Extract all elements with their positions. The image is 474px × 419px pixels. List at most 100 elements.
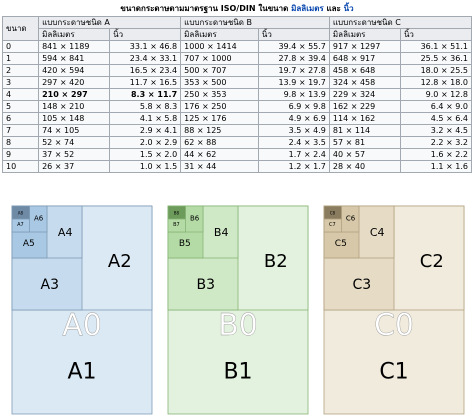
cell-a-mm: 594 × 841: [38, 52, 111, 65]
table-header-row: ขนาด แบบกระดาษชนิด A แบบกระดาษชนิด B แบบ…: [1, 16, 473, 41]
cell-a-in: 8.3 × 11.7: [109, 88, 182, 101]
label-c6: C6: [346, 214, 356, 222]
cell-b-mm: 250 × 353: [180, 88, 259, 101]
cell-size-number: 8: [1, 136, 40, 149]
cell-c-mm: 81 × 114: [328, 124, 401, 137]
cell-size-number: 4: [1, 88, 40, 101]
paper-size-diagrams: A0 A1 A2 A3 A4 A5 A6 A7 A8 B0 B1 B2 B3 B4 B5 B6 B7 B8 C0…: [0, 196, 474, 419]
cell-b-mm: 62 × 88: [180, 136, 259, 149]
cell-b-mm: 88 × 125: [180, 124, 259, 137]
cell-c-in: 1.1 × 1.6: [399, 160, 473, 173]
cell-size-number: 6: [1, 112, 40, 125]
table-row: 1 594 × 841 23.4 × 33.1 707 × 1000 27.8 × 39…: [1, 52, 473, 65]
cell-b-in: 4.9 × 6.9: [257, 112, 330, 125]
cell-c-mm: 229 × 324: [328, 88, 401, 101]
diagram-c-series: C0 C1 C2 C3 C4 C5 C6 C7 C8: [320, 200, 468, 418]
cell-b-mm: 353 × 500: [180, 76, 259, 89]
cell-b-mm: 707 × 1000: [180, 52, 259, 65]
label-a8: A8: [18, 210, 24, 215]
header-series-b: แบบกระดาษชนิด B: [180, 16, 330, 29]
label-c5: C5: [335, 239, 347, 249]
cell-a-mm: 420 × 594: [38, 64, 111, 77]
cell-a-in: 11.7 × 16.5: [109, 76, 182, 89]
label-b8: B8: [174, 210, 180, 215]
cell-b-in: 1.7 × 2.4: [257, 148, 330, 161]
label-a0: A0: [62, 308, 102, 343]
label-b7: B7: [173, 222, 180, 228]
cell-c-mm: 458 × 648: [328, 64, 401, 77]
cell-size-number: 1: [1, 52, 40, 65]
label-c7: C7: [329, 222, 336, 228]
cell-a-mm: 297 × 420: [38, 76, 111, 89]
cell-c-mm: 162 × 229: [328, 100, 401, 113]
paper-size-table: ขนาด แบบกระดาษชนิด A แบบกระดาษชนิด B แบบ…: [1, 16, 473, 173]
cell-b-in: 1.2 × 1.7: [257, 160, 330, 173]
cell-c-in: 25.5 × 36.1: [399, 52, 473, 65]
sheet-a8: [11, 205, 30, 220]
cell-a-mm: 26 × 37: [38, 160, 111, 173]
table-row: 8 52 × 74 2.0 × 2.9 62 × 88 2.4 × 3.5 57 × 81…: [1, 136, 473, 149]
label-a1: A1: [67, 359, 96, 384]
cell-size-number: 2: [1, 64, 40, 77]
cell-a-in: 33.1 × 46.8: [109, 40, 182, 53]
cell-a-mm: 841 × 1189: [38, 40, 111, 53]
label-c0: C0: [374, 308, 414, 343]
cell-b-mm: 500 × 707: [180, 64, 259, 77]
cell-c-in: 12.8 × 18.0: [399, 76, 473, 89]
header-b-mm: มิลลิเมตร: [180, 28, 259, 41]
table-row: 6 105 × 148 4.1 × 5.8 125 × 176 4.9 × 6.9 114…: [1, 112, 473, 125]
cell-size-number: 0: [1, 40, 40, 53]
label-b5: B5: [179, 239, 191, 249]
cell-a-mm: 52 × 74: [38, 136, 111, 149]
table-caption: ขนาดกระดาษตามมาตรฐาน ISO/DIN ในขนาด มิลล…: [0, 4, 474, 14]
label-b0: B0: [218, 308, 258, 343]
diagram-a-series: A0 A1 A2 A3 A4 A5 A6 A7 A8: [8, 200, 156, 418]
label-c4: C4: [370, 226, 385, 239]
cell-c-in: 6.4 × 9.0: [399, 100, 473, 113]
cell-c-mm: 917 × 1297: [328, 40, 401, 53]
cell-c-mm: 28 × 40: [328, 160, 401, 173]
cell-a-in: 1.0 × 1.5: [109, 160, 182, 173]
cell-b-in: 13.9 × 19.7: [257, 76, 330, 89]
cell-c-mm: 40 × 57: [328, 148, 401, 161]
cell-c-mm: 114 × 162: [328, 112, 401, 125]
cell-b-mm: 125 × 176: [180, 112, 259, 125]
label-c3: C3: [352, 277, 371, 293]
cell-b-in: 39.4 × 55.7: [257, 40, 330, 53]
sheet-c8: [323, 205, 342, 220]
cell-a-in: 16.5 × 23.4: [109, 64, 182, 77]
header-b-in: นิ้ว: [257, 28, 330, 41]
caption-link-mm[interactable]: มิลลิเมตร: [291, 4, 324, 13]
cell-b-in: 6.9 × 9.8: [257, 100, 330, 113]
caption-link-inch[interactable]: นิ้ว: [343, 4, 354, 13]
cell-a-mm: 148 × 210: [38, 100, 111, 113]
table-subheader-row: มิลลิเมตร นิ้ว มิลลิเมตร นิ้ว มิลลิเมตร …: [3, 28, 473, 41]
label-a4: A4: [58, 226, 73, 239]
cell-b-in: 27.8 × 39.4: [257, 52, 330, 65]
cell-b-mm: 31 × 44: [180, 160, 259, 173]
label-b6: B6: [190, 214, 200, 222]
cell-a-in: 5.8 × 8.3: [109, 100, 182, 113]
header-size: ขนาด: [1, 16, 40, 41]
cell-c-mm: 57 × 81: [328, 136, 401, 149]
cell-c-in: 1.6 × 2.2: [399, 148, 473, 161]
header-series-a: แบบกระดาษชนิด A: [38, 16, 182, 29]
header-c-mm: มิลลิเมตร: [328, 28, 401, 41]
cell-c-mm: 324 × 458: [328, 76, 401, 89]
cell-a-in: 4.1 × 5.8: [109, 112, 182, 125]
table-row: 4 210 × 297 8.3 × 11.7 250 × 353 9.8 × 13.9 2…: [1, 88, 473, 101]
cell-a-in: 2.9 × 4.1: [109, 124, 182, 137]
label-a6: A6: [34, 214, 44, 222]
label-b4: B4: [214, 226, 229, 239]
label-c8: C8: [330, 210, 336, 215]
cell-c-in: 9.0 × 12.8: [399, 88, 473, 101]
table-row: 2 420 × 594 16.5 × 23.4 500 × 707 19.7 × 27.…: [1, 64, 473, 77]
cell-size-number: 7: [1, 124, 40, 137]
table-row: 5 148 × 210 5.8 × 8.3 176 × 250 6.9 × 9.8 162…: [1, 100, 473, 113]
label-a7: A7: [17, 222, 24, 228]
label-b3: B3: [197, 277, 216, 293]
table-row: 9 37 × 52 1.5 × 2.0 44 × 62 1.7 × 2.4 40 × 57…: [1, 148, 473, 161]
cell-a-in: 23.4 × 33.1: [109, 52, 182, 65]
table-row: 10 26 × 37 1.0 × 1.5 31 × 44 1.2 × 1.7 28 × 4…: [1, 160, 473, 173]
cell-b-mm: 44 × 62: [180, 148, 259, 161]
